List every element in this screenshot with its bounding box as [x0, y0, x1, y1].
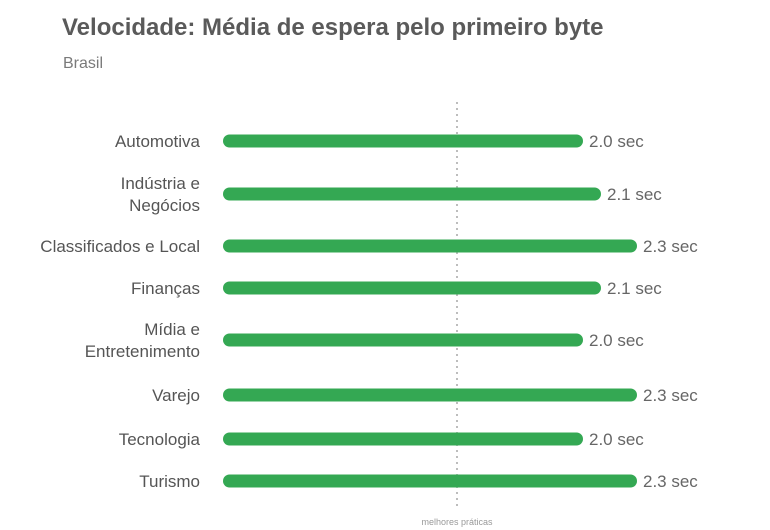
bar [223, 281, 601, 295]
value-label: 2.0 sec [589, 430, 644, 449]
category-label: Indústria e [121, 174, 200, 193]
chart-subtitle: Brasil [63, 55, 104, 72]
bar [223, 432, 583, 446]
value-label: 2.3 sec [643, 472, 698, 491]
value-label: 2.3 sec [643, 386, 698, 405]
value-label: 2.3 sec [643, 237, 698, 256]
bar [223, 239, 637, 253]
category-label: Automotiva [115, 132, 201, 151]
bar [223, 333, 583, 347]
category-label: Tecnologia [119, 430, 201, 449]
category-label: Varejo [152, 386, 200, 405]
chart-title: Velocidade: Média de espera pelo primeir… [62, 14, 604, 41]
category-label: Entretenimento [85, 342, 200, 361]
bar [223, 388, 637, 402]
category-label: Finanças [131, 279, 200, 298]
bar [223, 187, 601, 201]
value-label: 2.0 sec [589, 331, 644, 350]
category-label: Mídia e [144, 320, 200, 339]
bar [223, 474, 637, 488]
value-label: 2.1 sec [607, 279, 662, 298]
bar [223, 134, 583, 148]
category-label: Turismo [139, 472, 200, 491]
value-label: 2.0 sec [589, 132, 644, 151]
category-label: Classificados e Local [40, 237, 200, 256]
value-label: 2.1 sec [607, 185, 662, 204]
reference-line-label: melhores práticas [421, 517, 493, 527]
category-label: Negócios [129, 196, 200, 215]
